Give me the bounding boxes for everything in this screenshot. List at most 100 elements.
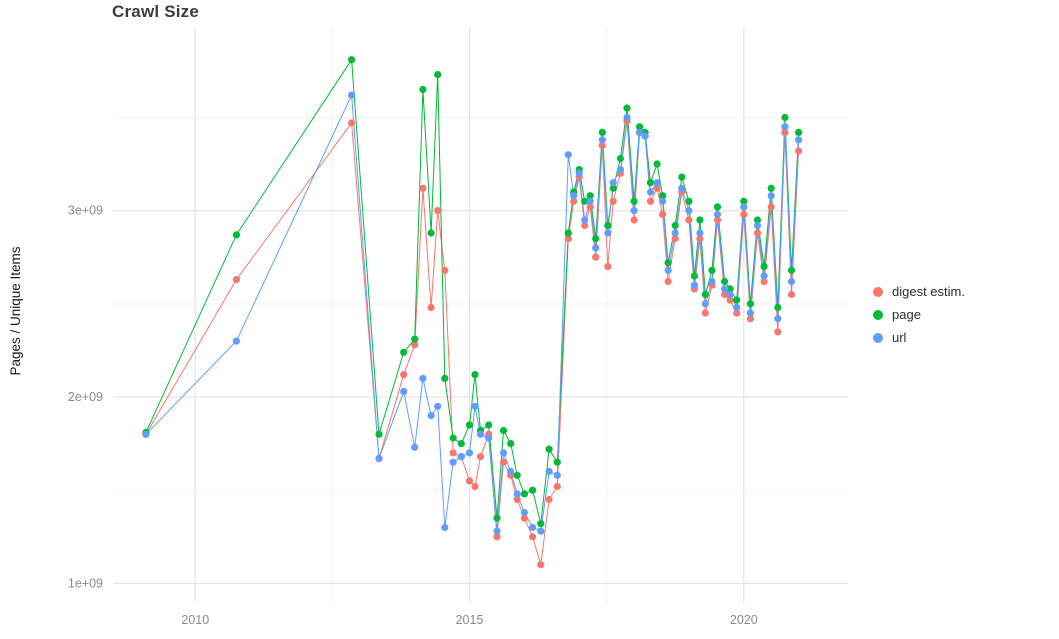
data-point-series-1 [671, 221, 679, 230]
data-point-series-1 [616, 154, 625, 163]
data-point-series-2 [690, 281, 699, 289]
data-point-series-2 [774, 315, 782, 323]
data-point-series-0 [570, 197, 578, 205]
data-point-series-2 [671, 229, 679, 237]
data-point-series-2 [753, 221, 762, 230]
data-point-series-0 [659, 210, 667, 218]
data-point-series-2 [678, 184, 686, 192]
legend-dot-page [873, 309, 883, 320]
data-point-series-0 [760, 277, 768, 286]
data-point-series-1 [713, 203, 722, 211]
data-point-series-0 [604, 262, 612, 271]
data-point-series-1 [499, 426, 508, 435]
data-point-series-0 [630, 216, 638, 224]
data-point-series-1 [646, 179, 655, 187]
data-point-series-1 [348, 56, 356, 64]
data-point-series-2 [537, 527, 545, 535]
data-point-series-0 [598, 141, 606, 149]
data-point-series-2 [400, 387, 408, 395]
chart-legend: digest estim. page url [873, 280, 965, 349]
data-point-series-2 [485, 434, 493, 442]
data-point-series-0 [713, 216, 722, 224]
data-point-series-1 [726, 285, 734, 293]
x-tick-label: 2010 [181, 613, 209, 627]
data-point-series-0 [513, 495, 521, 504]
data-point-series-1 [623, 104, 631, 112]
data-point-series-1 [721, 277, 729, 286]
data-point-series-1 [400, 348, 408, 356]
data-point-series-1 [659, 192, 667, 200]
y-tick-label: 3e+09 [68, 204, 103, 218]
data-point-series-1 [465, 421, 474, 429]
data-point-series-2 [641, 132, 649, 140]
data-point-series-0 [609, 197, 617, 205]
data-point-series-0 [685, 216, 693, 224]
data-point-series-2 [592, 244, 600, 252]
data-point-series-2 [419, 374, 427, 382]
data-point-series-1 [485, 421, 493, 429]
data-point-series-0 [664, 277, 672, 286]
data-point-series-1 [746, 300, 755, 308]
data-point-series-0 [774, 328, 782, 336]
data-point-series-2 [232, 337, 240, 345]
data-point-series-0 [592, 253, 600, 261]
data-point-series-2 [471, 402, 479, 410]
data-point-series-0 [564, 235, 572, 243]
data-point-series-1 [767, 184, 775, 192]
data-point-series-2 [616, 166, 625, 174]
data-point-series-0 [671, 235, 679, 243]
data-point-series-0 [787, 290, 796, 299]
data-point-series-1 [520, 490, 529, 498]
data-point-series-2 [598, 136, 606, 144]
data-point-series-2 [529, 523, 537, 532]
data-point-series-0 [767, 203, 775, 211]
data-point-series-0 [733, 309, 741, 317]
data-point-series-1 [375, 430, 383, 438]
data-point-series-2 [646, 188, 655, 196]
y-tick-label: 2e+09 [68, 390, 103, 404]
data-point-series-2 [581, 216, 589, 224]
data-point-series-2 [441, 523, 449, 532]
data-point-series-2 [733, 303, 741, 312]
data-point-series-2 [465, 449, 474, 457]
chart-title: Crawl Size [112, 2, 200, 21]
data-point-series-0 [520, 514, 529, 522]
data-point-series-1 [609, 184, 617, 192]
data-point-series-2 [659, 197, 667, 205]
data-point-series-1 [545, 445, 553, 453]
data-point-series-1 [441, 374, 449, 382]
series-line-2 [145, 94, 800, 532]
data-point-series-1 [529, 486, 537, 494]
data-point-series-0 [696, 235, 704, 243]
data-point-series-2 [553, 471, 561, 479]
data-point-series-1 [753, 216, 762, 224]
data-point-series-0 [434, 207, 442, 215]
data-point-series-1 [471, 371, 479, 379]
x-tick-label: 2020 [730, 613, 758, 627]
data-point-series-2 [696, 229, 704, 237]
data-point-series-0 [465, 477, 474, 485]
data-point-series-2 [664, 266, 672, 274]
data-point-series-2 [493, 527, 501, 535]
data-point-series-0 [746, 315, 755, 323]
data-point-series-0 [581, 221, 589, 230]
data-point-series-0 [441, 266, 449, 274]
data-point-series-2 [434, 402, 442, 410]
data-point-series-1 [781, 113, 789, 122]
data-point-series-1 [795, 128, 803, 136]
data-point-series-2 [457, 453, 465, 461]
data-point-series-2 [623, 113, 631, 122]
data-point-series-0 [411, 341, 419, 349]
data-point-series-2 [545, 467, 553, 476]
data-point-series-1 [553, 458, 561, 466]
data-point-series-0 [348, 119, 356, 127]
data-point-series-1 [232, 231, 240, 239]
data-point-series-1 [696, 216, 704, 224]
data-point-series-2 [586, 197, 594, 205]
data-point-series-1 [449, 434, 457, 442]
data-point-series-0 [545, 495, 553, 504]
data-point-series-1 [513, 471, 521, 479]
x-tick-label: 2015 [456, 613, 484, 627]
data-point-series-2 [411, 443, 419, 451]
